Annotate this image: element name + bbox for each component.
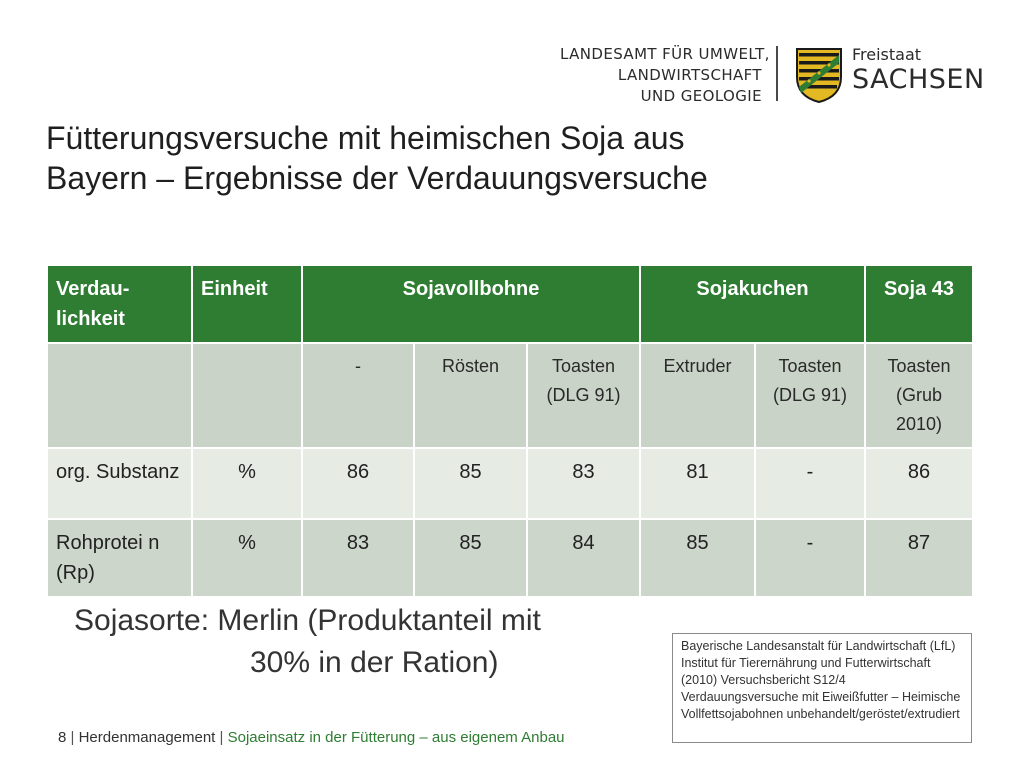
- table-cell: 84: [528, 520, 641, 598]
- subheader-cell: [48, 344, 193, 449]
- header-unit: Einheit: [193, 266, 303, 344]
- table-cell-label: Rohprotei n (Rp): [48, 520, 193, 598]
- subheader-cell: [193, 344, 303, 449]
- state-small-label: Freistaat: [852, 45, 922, 64]
- table-cell: 81: [641, 449, 756, 520]
- table-cell: 85: [415, 520, 528, 598]
- page-title-line-2: Bayern – Ergebnisse der Verdauungsversuc…: [46, 160, 708, 196]
- logo-divider: [776, 46, 778, 101]
- page-number: 8: [58, 729, 67, 746]
- org-name-line-3: UND GEOLOGIE: [640, 87, 762, 105]
- table-subheader-row: - Rösten Toasten (DLG 91) Extruder Toast…: [48, 344, 974, 449]
- org-name-line-1: LANDESAMT FÜR UMWELT,: [560, 45, 770, 63]
- table-cell: 86: [303, 449, 415, 520]
- header-sojavollbohne: Sojavollbohne: [303, 266, 641, 344]
- org-name: LANDESAMT FÜR UMWELT, LANDWIRTSCHAFT UND…: [560, 44, 770, 107]
- table-cell: 85: [415, 449, 528, 520]
- table-cell: 87: [866, 520, 974, 598]
- soy-variety-note-line-1: Sojasorte: Merlin (Produktanteil mit: [74, 604, 541, 637]
- state-wordmark: Freistaat SACHSEN: [852, 46, 985, 96]
- table-cell: -: [756, 520, 866, 598]
- saxony-coat-of-arms-icon: [796, 48, 842, 103]
- footer-separator: |: [70, 729, 79, 746]
- footer-section: Herdenmanagement: [78, 729, 216, 746]
- table-cell: %: [193, 449, 303, 520]
- table-cell: 86: [866, 449, 974, 520]
- footer-topic: Sojaeinsatz in der Fütterung – aus eigen…: [227, 729, 565, 746]
- subheader-cell: -: [303, 344, 415, 449]
- subheader-cell: Toasten (Grub 2010): [866, 344, 974, 449]
- org-name-line-2: LANDWIRTSCHAFT: [617, 66, 762, 84]
- table-row: Rohprotei n (Rp) % 83 85 84 85 - 87: [48, 520, 974, 598]
- table-cell-label: org. Substanz: [48, 449, 193, 520]
- soy-variety-note-line-2: 30% in der Ration): [250, 646, 499, 679]
- state-big-label: SACHSEN: [852, 64, 985, 95]
- soy-variety-note: Sojasorte: Merlin (Produktanteil mit 30%…: [74, 600, 644, 684]
- subheader-cell: Toasten (DLG 91): [756, 344, 866, 449]
- table-cell: 83: [528, 449, 641, 520]
- header-sojakuchen: Sojakuchen: [641, 266, 866, 344]
- source-citation: Bayerische Landesanstalt für Landwirtsch…: [672, 633, 972, 743]
- subheader-cell: Rösten: [415, 344, 528, 449]
- table-cell: %: [193, 520, 303, 598]
- table-cell: 85: [641, 520, 756, 598]
- digestibility-table: Verdau-lichkeit Einheit Sojavollbohne So…: [48, 266, 974, 598]
- footer-separator: |: [219, 729, 228, 746]
- table-row: org. Substanz % 86 85 83 81 - 86: [48, 449, 974, 520]
- subheader-cell: Extruder: [641, 344, 756, 449]
- header-digestibility: Verdau-lichkeit: [48, 266, 193, 344]
- table-header-row: Verdau-lichkeit Einheit Sojavollbohne So…: [48, 266, 974, 344]
- header-soja-43: Soja 43: [866, 266, 974, 344]
- table-cell: -: [756, 449, 866, 520]
- page-title: Fütterungsversuche mit heimischen Soja a…: [46, 118, 946, 198]
- table-cell: 83: [303, 520, 415, 598]
- page-title-line-1: Fütterungsversuche mit heimischen Soja a…: [46, 120, 685, 156]
- slide-footer: 8 | Herdenmanagement | Sojaeinsatz in de…: [58, 729, 565, 746]
- subheader-cell: Toasten (DLG 91): [528, 344, 641, 449]
